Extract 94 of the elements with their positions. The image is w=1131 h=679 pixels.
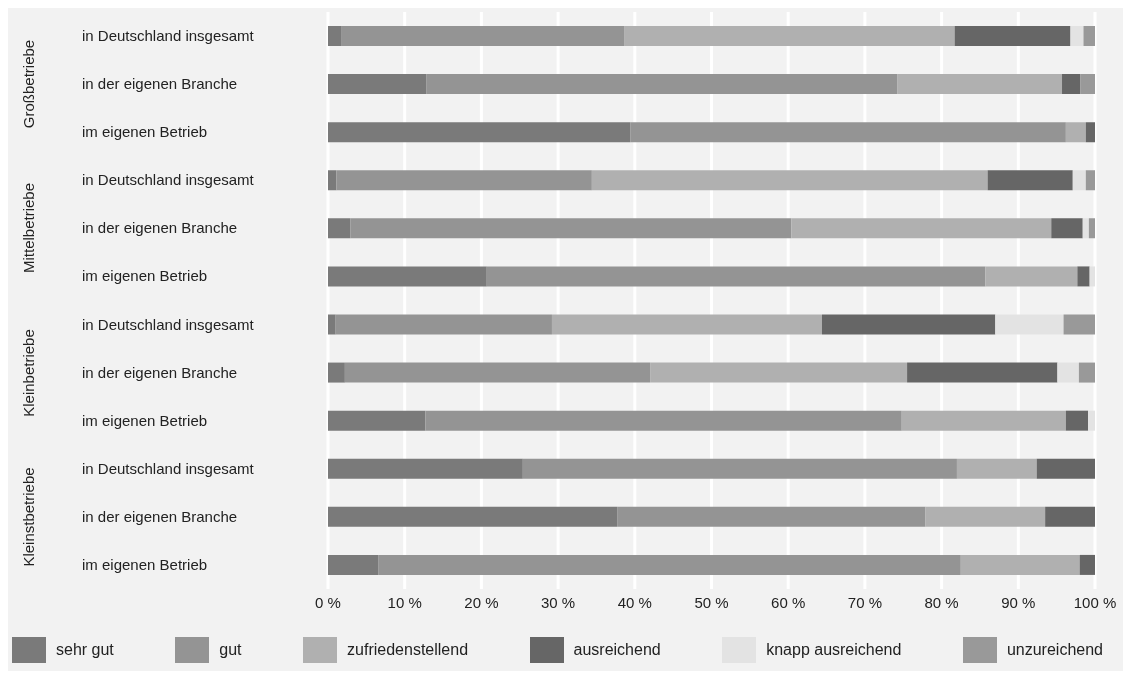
bar: [1065, 122, 1086, 143]
bar: [1088, 218, 1095, 239]
bar: [985, 266, 1078, 287]
bar: [328, 314, 336, 335]
bar: [1062, 74, 1081, 95]
bar: [328, 26, 342, 46]
bar: [1085, 122, 1095, 143]
text: Mittelbetriebe: [19, 183, 37, 274]
legend-label: sehr gut: [56, 641, 114, 659]
bar: [791, 218, 1052, 239]
bar: [630, 122, 1066, 143]
bar: [1079, 554, 1095, 575]
y-tick-label: in der eigenen Branche: [82, 363, 238, 381]
bar: [426, 74, 898, 95]
text: Kleinbetriebe: [19, 328, 37, 417]
bar: [897, 74, 1063, 95]
bar: [1078, 362, 1095, 383]
bar: [328, 554, 379, 575]
legend-label: ausreichend: [573, 641, 661, 659]
bar: [821, 314, 996, 335]
y-tick-label: in Deutschland insgesamt: [82, 27, 255, 45]
bar: [987, 170, 1073, 191]
y-tick-label: in Deutschland insgesamt: [82, 315, 255, 333]
x-tick-label: 60 %: [771, 593, 806, 611]
x-tick-label: 30 %: [541, 593, 576, 611]
bar: [1057, 362, 1079, 383]
legend-label: gut: [219, 641, 242, 659]
bar: [328, 410, 426, 431]
bar: [1036, 458, 1095, 479]
y-tick-label: in der eigenen Branche: [82, 75, 238, 93]
bar: [486, 266, 986, 287]
bar: [1085, 170, 1095, 191]
bar: [1045, 506, 1095, 527]
bar: [350, 218, 792, 239]
y-tick-label: im eigenen Betrieb: [82, 411, 208, 429]
bar: [960, 554, 1080, 575]
bar: [624, 26, 955, 46]
bar: [1065, 410, 1089, 431]
bar: [551, 314, 822, 335]
bar: [1070, 26, 1084, 46]
x-tick-label: 100 %: [1073, 593, 1117, 611]
bar: [1082, 218, 1089, 239]
bar: [328, 170, 337, 191]
bar: [1063, 314, 1095, 335]
bar: [1083, 26, 1095, 46]
bar: [591, 170, 988, 191]
bar: [1051, 218, 1083, 239]
y-tick-label: in Deutschland insgesamt: [82, 459, 255, 477]
bar: [901, 410, 1066, 431]
bar: [617, 506, 926, 527]
legend-label: knapp ausreichend: [766, 641, 902, 659]
y-tick-label: in der eigenen Branche: [82, 219, 238, 237]
bar: [522, 458, 957, 479]
bar: [378, 554, 961, 575]
bar: [995, 314, 1064, 335]
bar: [1088, 410, 1095, 431]
bar: [1080, 74, 1095, 95]
bar: [954, 26, 1071, 46]
bar: [650, 362, 908, 383]
text: Kleinstbetriebe: [19, 467, 37, 567]
bar: [328, 218, 351, 239]
legend-label: zufriedenstellend: [347, 641, 469, 659]
bar: [425, 410, 902, 431]
bar: [341, 26, 625, 46]
x-tick-label: 90 %: [1001, 593, 1036, 611]
x-tick-label: 80 %: [924, 593, 959, 611]
y-tick-label: im eigenen Betrieb: [82, 555, 208, 573]
bar: [328, 74, 427, 95]
bar: [907, 362, 1058, 383]
bar: [328, 266, 487, 287]
bar: [328, 122, 631, 143]
bar: [328, 362, 345, 383]
bar: [328, 458, 523, 479]
bar: [1072, 170, 1086, 191]
legend-label: unzureichend: [1006, 641, 1103, 659]
bar: [344, 362, 651, 383]
x-tick-label: 40 %: [617, 593, 652, 611]
bar: [335, 314, 552, 335]
text: Großbetriebe: [19, 39, 37, 129]
y-tick-label: in Deutschland insgesamt: [82, 171, 255, 189]
x-tick-label: 0 %: [315, 593, 341, 611]
y-tick-label: in der eigenen Branche: [82, 507, 238, 525]
x-tick-label: 20 %: [464, 593, 499, 611]
bar: [1077, 266, 1090, 287]
x-tick-label: 50 %: [694, 593, 729, 611]
bar: [956, 458, 1037, 479]
bar: [328, 506, 618, 527]
y-tick-label: im eigenen Betrieb: [82, 123, 208, 141]
y-tick-label: im eigenen Betrieb: [82, 267, 208, 285]
x-tick-label: 70 %: [847, 593, 882, 611]
bar: [925, 506, 1046, 527]
bar: [336, 170, 592, 191]
x-tick-label: 10 %: [387, 593, 422, 611]
bar: [1089, 266, 1095, 287]
